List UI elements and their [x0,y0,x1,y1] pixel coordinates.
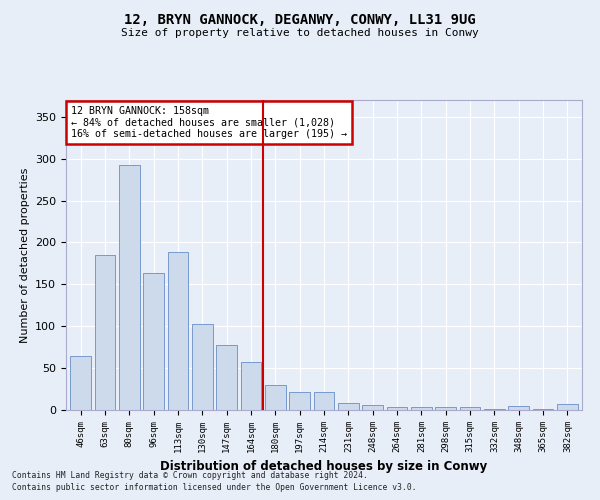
Text: 12 BRYN GANNOCK: 158sqm
← 84% of detached houses are smaller (1,028)
16% of semi: 12 BRYN GANNOCK: 158sqm ← 84% of detache… [71,106,347,140]
Bar [460,406,481,410]
Text: 12, BRYN GANNOCK, DEGANWY, CONWY, LL31 9UG: 12, BRYN GANNOCK, DEGANWY, CONWY, LL31 9… [124,12,476,26]
Bar [484,409,505,410]
Bar [386,406,407,410]
Bar [314,392,334,410]
Bar [289,392,310,410]
Bar [70,356,91,410]
Bar [533,409,553,410]
Y-axis label: Number of detached properties: Number of detached properties [20,168,29,342]
Bar [508,406,529,410]
Bar [411,406,432,410]
Bar [557,404,578,410]
Bar [362,405,383,410]
Bar [338,404,359,410]
Bar [216,344,237,410]
Text: Contains public sector information licensed under the Open Government Licence v3: Contains public sector information licen… [12,484,416,492]
Bar [143,274,164,410]
Text: Size of property relative to detached houses in Conwy: Size of property relative to detached ho… [121,28,479,38]
Bar [167,252,188,410]
X-axis label: Distribution of detached houses by size in Conwy: Distribution of detached houses by size … [160,460,488,473]
Bar [95,255,115,410]
Text: Contains HM Land Registry data © Crown copyright and database right 2024.: Contains HM Land Registry data © Crown c… [12,471,368,480]
Bar [192,324,212,410]
Bar [241,362,262,410]
Bar [436,408,456,410]
Bar [265,385,286,410]
Bar [119,164,140,410]
